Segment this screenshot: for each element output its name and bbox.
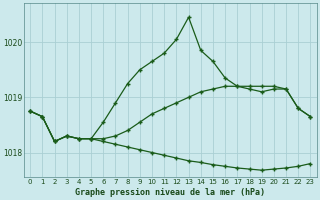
X-axis label: Graphe pression niveau de la mer (hPa): Graphe pression niveau de la mer (hPa) — [75, 188, 265, 197]
